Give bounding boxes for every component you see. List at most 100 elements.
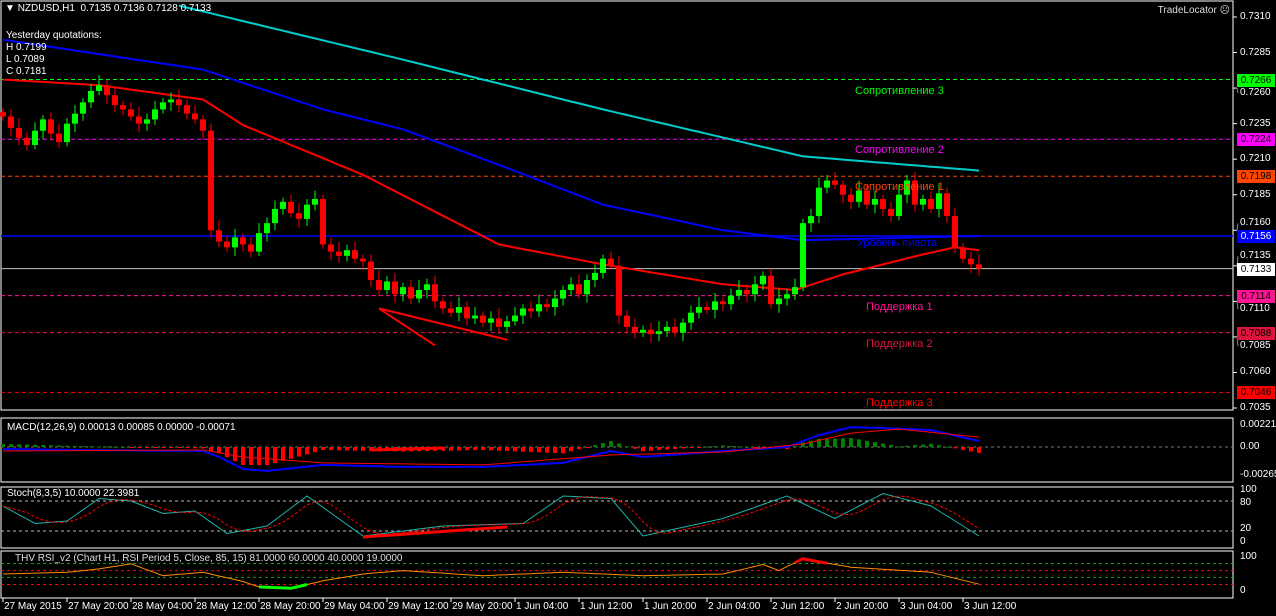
candle-body <box>168 99 174 103</box>
level-price-tag: 0.7046 <box>1237 386 1275 400</box>
macd-histogram-bar <box>33 444 37 447</box>
candle-body <box>456 307 462 313</box>
time-tick-label: 2 Jun 20:00 <box>836 601 889 612</box>
time-tick-label: 3 Jun 04:00 <box>900 601 953 612</box>
sad-face-icon[interactable]: ☹ <box>1219 5 1230 16</box>
candle-body <box>656 331 662 335</box>
candle-body <box>432 284 438 302</box>
macd-histogram-bar <box>345 447 349 451</box>
yesterday-close: C 0.7181 <box>6 66 47 77</box>
macd-histogram-bar <box>593 445 597 447</box>
candle-body <box>304 204 310 219</box>
candle-body <box>416 289 422 299</box>
macd-histogram-bar <box>249 447 253 466</box>
macd-histogram-bar <box>97 446 101 448</box>
level-label: Уровень пивота <box>857 236 938 249</box>
candle-body <box>192 113 198 120</box>
macd-histogram-bar <box>905 445 909 447</box>
macd-histogram-bar <box>713 446 717 448</box>
time-tick-label: 1 Jun 20:00 <box>644 601 697 612</box>
macd-histogram-bar <box>273 447 277 464</box>
candle-body <box>352 250 358 259</box>
candle-body <box>792 287 798 295</box>
candle-body <box>624 315 630 327</box>
time-tick-label: 29 May 04:00 <box>324 601 385 612</box>
candle-body <box>592 272 598 281</box>
macd-histogram-bar <box>569 447 573 452</box>
macd-histogram-bar <box>753 447 757 448</box>
price-tick-label: 0.7085 <box>1240 340 1271 352</box>
level-price-tag: 0.7224 <box>1237 133 1275 147</box>
macd-histogram-bar <box>681 447 685 449</box>
candle-body <box>912 180 918 205</box>
macd-histogram-bar <box>169 447 173 448</box>
candle-body <box>0 112 6 117</box>
macd-histogram-bar <box>497 447 501 451</box>
price-tick-label: 0.7135 <box>1240 250 1271 262</box>
candle-body <box>160 102 166 110</box>
time-tick-label: 28 May 20:00 <box>260 601 321 612</box>
time-tick-label: 2 Jun 04:00 <box>708 601 761 612</box>
macd-histogram-bar <box>977 447 981 453</box>
level-label: Сопротивление 1 <box>855 181 944 194</box>
macd-main-line <box>2 426 980 472</box>
macd-histogram-bar <box>625 446 629 448</box>
level-label: Сопротивление 2 <box>855 144 944 157</box>
macd-tick-label: 0.00 <box>1240 441 1260 452</box>
panel-frame-0 <box>0 0 1234 411</box>
macd-histogram-bar <box>41 445 45 447</box>
macd-histogram-bar <box>313 447 317 453</box>
macd-histogram-bar <box>721 445 725 447</box>
candle-body <box>552 298 558 308</box>
candle-body <box>688 312 694 323</box>
level-label: Сопротивление 3 <box>855 84 944 97</box>
candle-body <box>736 289 742 296</box>
candle-body <box>928 198 934 209</box>
candle-body <box>680 322 686 333</box>
rsi-overbought-highlight <box>794 557 828 565</box>
tradelocator-text: TradeLocator <box>1157 5 1217 16</box>
candle-body <box>512 315 518 322</box>
candle-body <box>264 223 270 234</box>
candle-body <box>936 193 942 209</box>
candle-body <box>56 133 62 143</box>
macd-histogram-bar <box>57 445 61 447</box>
candle-body <box>400 287 406 295</box>
candle-body <box>384 281 390 290</box>
macd-histogram-bar <box>665 447 669 450</box>
price-tick-label: 0.7060 <box>1240 366 1271 378</box>
candle-body <box>96 85 102 91</box>
rsi-tick-label: 0 <box>1240 585 1246 596</box>
price-tick-label: 0.7310 <box>1240 11 1271 22</box>
level-price-tag: 0.7156 <box>1237 229 1275 243</box>
level-label: Поддержка 2 <box>866 337 933 350</box>
panel-frame-1 <box>0 417 1234 483</box>
macd-title: MACD(12,26,9) 0.00013 0.00085 0.00000 -0… <box>7 422 236 433</box>
macd-histogram-bar <box>729 445 733 447</box>
candle-body <box>328 244 334 252</box>
macd-histogram-bar <box>473 447 477 451</box>
ohlc-label: 0.7135 0.7136 0.7128 0.7133 <box>80 3 212 14</box>
candle-body <box>248 244 254 252</box>
macd-histogram-bar <box>529 447 533 453</box>
candle-body <box>880 198 886 209</box>
macd-histogram-bar <box>521 447 525 452</box>
macd-tick-label: 0.00221 <box>1240 419 1276 430</box>
stoch-tick-label: 0 <box>1240 536 1246 547</box>
candle-body <box>640 329 646 333</box>
candle-body <box>16 127 22 138</box>
macd-histogram-bar <box>17 444 21 447</box>
candle-body <box>720 301 726 305</box>
stoch-tick-label: 80 <box>1240 497 1252 508</box>
candle-body <box>128 109 134 117</box>
price-tick-label: 0.7285 <box>1240 46 1271 58</box>
stoch-tick-label: 100 <box>1240 484 1257 495</box>
candle-body <box>600 258 606 273</box>
dropdown-triangle-icon[interactable]: ▼ <box>5 3 15 14</box>
candle-body <box>728 295 734 305</box>
macd-histogram-bar <box>689 447 693 448</box>
macd-histogram-bar <box>449 447 453 451</box>
macd-histogram-bar <box>841 438 845 447</box>
stoch-trendline <box>362 525 508 539</box>
